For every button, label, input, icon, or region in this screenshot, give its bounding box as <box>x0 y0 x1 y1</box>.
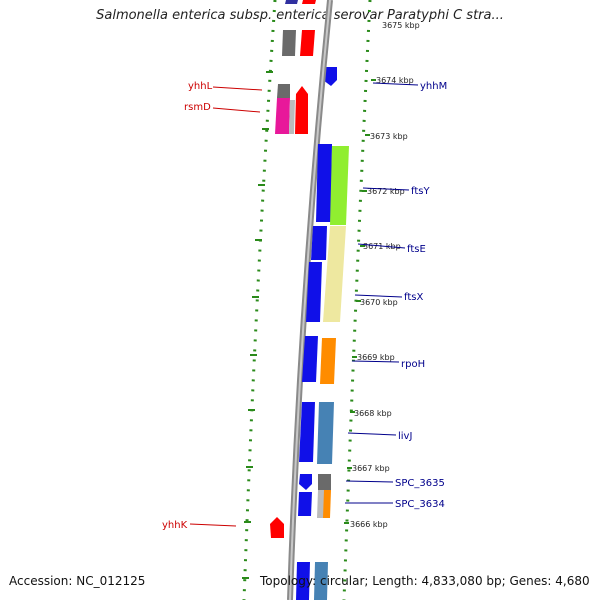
inner-dotted-track <box>242 0 277 600</box>
tick-labels: 3675 kbp 3674 kbp 3673 kbp 3672 kbp 3671… <box>350 21 420 529</box>
feature-rpoH <box>302 336 336 384</box>
gene-label-ftsY: ftsY <box>411 186 430 197</box>
tick-label: 3673 kbp <box>370 132 408 141</box>
backbone <box>287 0 333 600</box>
inner-track-ticks <box>242 71 273 579</box>
feature-yhhL-rsmD <box>275 84 308 134</box>
tick-label: 3666 kbp <box>350 520 388 529</box>
tick-label: 3675 kbp <box>382 21 420 30</box>
feature-yhhM <box>323 67 337 86</box>
map-title: Salmonella enterica subsp. enterica sero… <box>96 8 504 23</box>
left-gene-labels: yhhL rsmD yhhK <box>162 81 263 531</box>
feature-livJ <box>299 402 334 464</box>
gene-label-yhhK: yhhK <box>162 520 188 531</box>
gene-label-yhhM: yhhM <box>420 81 447 92</box>
top-features <box>282 0 316 56</box>
tick-label: 3668 kbp <box>354 409 392 418</box>
topology-text: Topology: circular; Length: 4,833,080 bp… <box>260 574 590 588</box>
gene-label-ftsX: ftsX <box>404 292 423 303</box>
gene-label-ftsE: ftsE <box>407 244 426 255</box>
gene-label-rsmD: rsmD <box>184 102 211 113</box>
gene-label-yhhL: yhhL <box>188 81 213 92</box>
gene-label-livJ: livJ <box>398 431 412 442</box>
outer-track-ticks <box>344 79 376 524</box>
tick-label: 3672 kbp <box>367 187 405 196</box>
tick-label: 3670 kbp <box>360 298 398 307</box>
tick-label: 3669 kbp <box>357 353 395 362</box>
bottom-features <box>296 562 328 600</box>
tick-label: 3667 kbp <box>352 464 390 473</box>
gene-label-SPC_3634: SPC_3634 <box>395 499 445 510</box>
right-gene-labels: yhhM ftsY ftsE ftsX rpoH livJ SPC_3635 S… <box>345 81 447 510</box>
feature-spc <box>298 474 331 518</box>
feature-fts-block <box>306 144 349 322</box>
gene-label-SPC_3635: SPC_3635 <box>395 478 445 489</box>
accession-text: Accession: NC_012125 <box>9 574 146 588</box>
tick-label: 3674 kbp <box>376 76 414 85</box>
gene-label-rpoH: rpoH <box>401 359 425 370</box>
feature-yhhK <box>270 517 284 538</box>
